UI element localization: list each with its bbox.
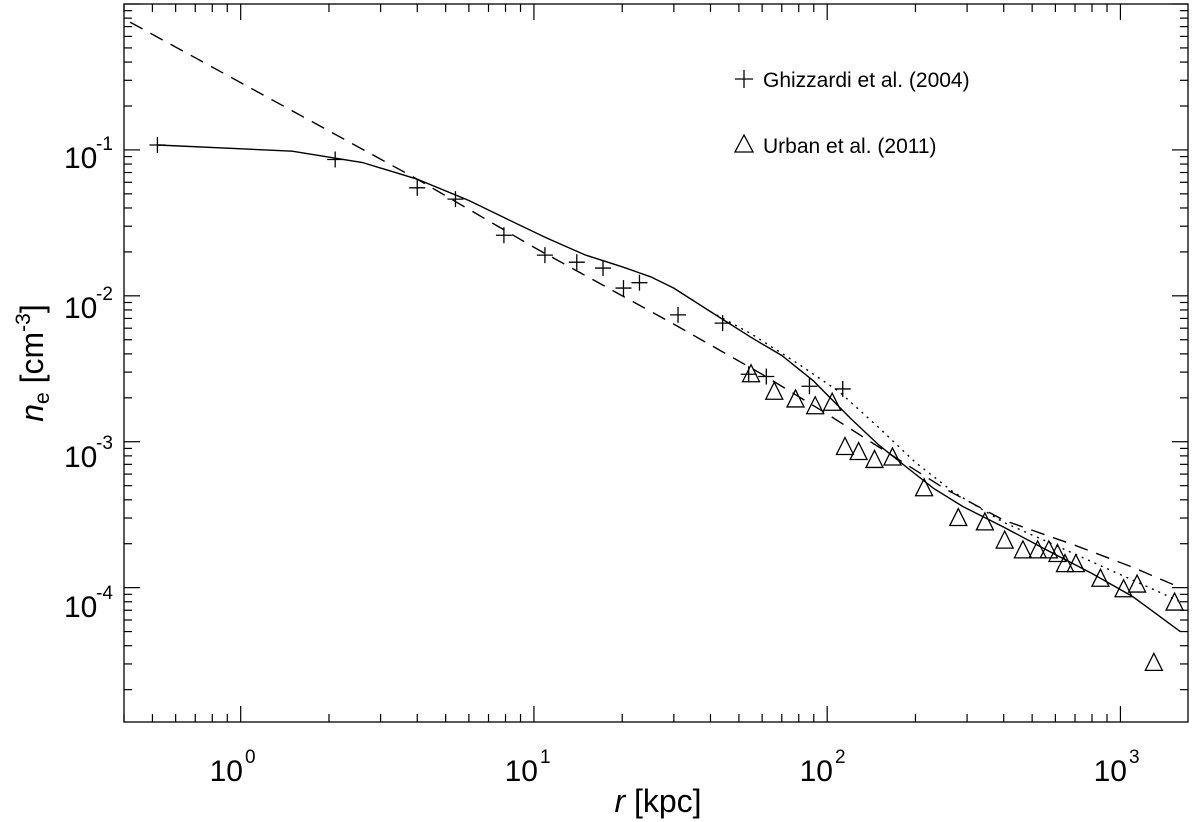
dotted-model-curve [710, 310, 1181, 603]
y-tick-label: 10 [64, 591, 97, 624]
urban-data-point [741, 363, 761, 383]
y-tick-label: 10 [64, 142, 97, 175]
x-tick-exponent: 3 [1129, 747, 1140, 768]
urban-data-point [1047, 543, 1068, 563]
urban-data-point [975, 511, 995, 531]
x-tick-label: 10 [1094, 755, 1127, 788]
urban-data-point [1039, 539, 1059, 559]
urban-data-point [1114, 578, 1134, 598]
ghizzardi-data-point [801, 378, 818, 395]
urban-data-point [1013, 539, 1033, 559]
urban-data-point [1165, 591, 1185, 611]
urban-data-point [1028, 539, 1048, 559]
ghizzardi-data-point [495, 227, 512, 244]
x-axis-label: r [kpc] [614, 783, 701, 819]
urban-data-point [1090, 567, 1111, 587]
ghizzardi-data-point [327, 151, 344, 168]
urban-data-point [785, 388, 806, 408]
axis-ticks [123, 3, 1188, 722]
model-curves [129, 21, 1181, 633]
ghizzardi-data-point [834, 380, 851, 397]
ghizzardi-data-point [631, 274, 648, 291]
y-tick-label: 10 [64, 292, 97, 325]
data-markers [149, 137, 1185, 672]
ghizzardi-data-point [149, 137, 166, 154]
x-tick-exponent: 2 [835, 747, 846, 768]
plot-frame [123, 3, 1189, 723]
urban-data-point [948, 507, 968, 527]
ghizzardi-data-point [568, 254, 585, 271]
x-tick-exponent: 0 [245, 747, 256, 768]
urban-data-point [822, 391, 842, 411]
legend-label-urban: Urban et al. (2011) [763, 135, 937, 158]
ghizzardi-data-point [615, 280, 632, 297]
urban-data-point [995, 529, 1015, 549]
urban-data-point [805, 395, 825, 415]
urban-data-point [764, 380, 784, 400]
ghizzardi-data-point [595, 260, 612, 277]
y-axis-label: ne [cm-3] [12, 304, 54, 422]
urban-data-point [1066, 553, 1086, 573]
urban-data-point [849, 441, 869, 461]
y-tick-exponent: -2 [96, 284, 113, 305]
y-tick-exponent: -1 [96, 134, 113, 155]
ghizzardi-data-point [536, 247, 553, 264]
urban-data-point [864, 449, 885, 469]
x-tick-label: 10 [800, 755, 833, 788]
y-tick-exponent: -3 [96, 433, 113, 454]
ghizzardi-data-point [447, 191, 464, 208]
solid-model-curve [157, 144, 1181, 633]
urban-data-point [1127, 573, 1147, 593]
x-tick-label: 10 [505, 755, 538, 788]
dashed-model-curve [129, 21, 1181, 589]
urban-data-point [882, 446, 903, 466]
urban-data-point [1055, 553, 1075, 573]
legend-label-ghizzardi: Ghizzardi et al. (2004) [763, 69, 970, 92]
x-tick-exponent: 1 [540, 747, 551, 768]
y-tick-label: 10 [64, 441, 97, 474]
ghizzardi-data-point [714, 315, 731, 332]
legend: Ghizzardi et al. (2004) Urban et al. (20… [733, 69, 970, 158]
x-tick-label: 10 [210, 755, 243, 788]
urban-data-point [914, 477, 934, 497]
ghizzardi-data-point [670, 306, 687, 323]
urban-data-point [835, 436, 855, 456]
ghizzardi-data-point [758, 368, 775, 385]
legend-plus-marker [735, 70, 753, 88]
ghizzardi-data-point [409, 179, 426, 196]
urban-data-point [1144, 651, 1164, 672]
legend-triangle-marker [733, 133, 755, 153]
y-tick-exponent: -4 [96, 583, 113, 604]
